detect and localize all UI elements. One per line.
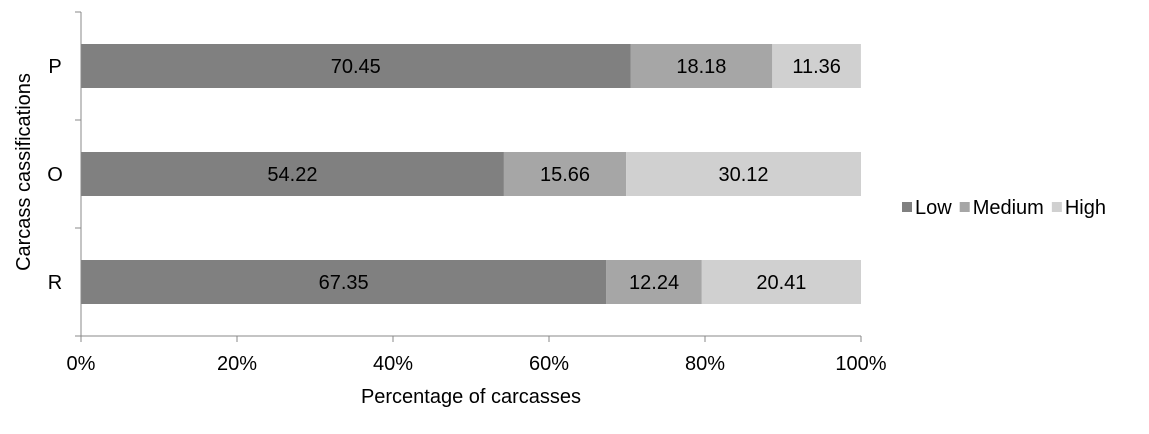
data-label: 67.35 [319,272,369,294]
x-tick-label: 60% [529,353,569,375]
bar-O-medium [503,152,627,196]
legend-swatch-medium [959,202,970,212]
data-label: 12.24 [629,272,679,294]
legend-label-high: High [1065,197,1106,219]
data-label: 15.66 [540,164,590,186]
bar-O-high [626,152,861,196]
legend-swatch-low [902,202,912,212]
legend-swatch-high [1051,202,1062,212]
legend-label-medium: Medium [973,197,1044,219]
x-tick-label: 0% [67,353,96,375]
y-tick-label: P [48,56,61,78]
data-label: 70.45 [331,56,381,78]
x-tick-label: 40% [373,353,413,375]
y-tick-label: R [48,272,62,294]
bar-R-high [701,260,861,304]
bars-layer: 70.45 18.18 11.36 54.22 15.66 30.12 67.35 12.24… [81,44,861,304]
bar-P-high [772,44,861,88]
y-tick-label: O [47,164,63,186]
data-label: 11.36 [792,56,841,78]
axes-layer [80,12,861,337]
bar-P-medium [630,44,773,88]
x-tick-label: 20% [217,353,257,375]
data-label: 54.22 [267,164,317,186]
legend: Low Medium High [902,197,1106,219]
bar-O-low [81,152,504,196]
x-tick-label: 100% [835,353,886,375]
ticks-layer: P O R 0% 20% 40% 60% 80% 100% [47,11,887,375]
legend-label-low: Low [915,197,952,219]
data-label: 20.41 [756,272,806,294]
bar-R-low [81,260,607,304]
bar-P-low [81,44,631,88]
x-axis-title: Percentage of carcasses [361,386,581,408]
bar-R-medium [606,260,702,304]
x-tick-label: 80% [685,353,725,375]
data-label: 30.12 [719,164,769,186]
y-axis-title: Carcass cassifications [13,73,35,271]
data-label: 18.18 [676,56,726,78]
